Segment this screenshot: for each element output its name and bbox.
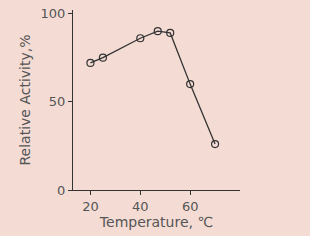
- svg-text:Relative Activity,%: Relative Activity,%: [17, 34, 33, 165]
- svg-text:60: 60: [182, 199, 199, 214]
- svg-text:50: 50: [49, 94, 66, 109]
- svg-text:20: 20: [82, 199, 99, 214]
- svg-text:0: 0: [57, 183, 65, 198]
- svg-text:Temperature, ℃: Temperature, ℃: [99, 214, 213, 230]
- svg-text:40: 40: [132, 199, 149, 214]
- svg-text:100: 100: [41, 6, 66, 21]
